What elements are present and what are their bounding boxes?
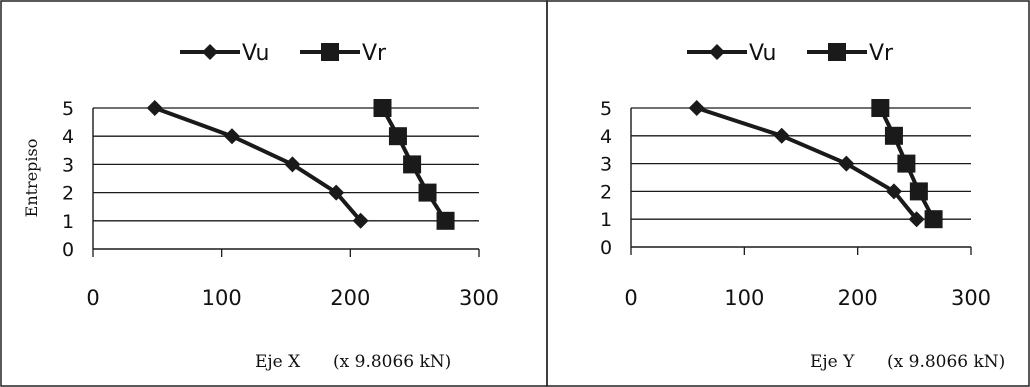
data-point-vu [688,100,705,116]
x-tick-label: 300 [459,286,499,310]
y-tick-label: 5 [600,98,612,120]
y-axis-label: Entrepiso [22,139,41,218]
y-tick-label: 2 [62,183,74,205]
data-point-vu [284,156,301,173]
legend-marker-vr [828,43,846,61]
data-point-vu [352,212,369,229]
x-tick-label: 200 [838,286,878,310]
y-tick-label: 3 [62,154,74,176]
data-point-vr [373,99,392,117]
y-tick-label: 3 [600,154,612,176]
y-tick-label: 0 [62,239,74,261]
y-tick-label: 1 [600,209,612,231]
data-point-vr [403,155,422,174]
legend-marker-vu [202,44,218,60]
x-tick-label: 100 [724,286,764,310]
data-point-vr [388,127,407,146]
x-tick-label: 0 [624,286,637,310]
legend-marker-vu [709,44,725,60]
chart-panel-y: 0 1 2 3 4 5 0 100 200 300 Vu Vr Eje Y (x 9.8066 kN… [546,0,1030,387]
y-tick-label: 4 [600,126,612,148]
data-point-vu [146,100,163,116]
data-point-vu [328,184,345,201]
data-point-vr [418,183,437,202]
data-point-vr [924,210,943,229]
x-axis-unit: (x 9.8066 kN) [333,352,451,372]
data-point-vu [223,128,240,145]
data-point-vr [897,154,916,173]
data-point-vr [884,126,903,145]
data-point-vu [885,183,902,200]
data-point-vr [871,99,890,117]
legend-label-vu: Vu [749,41,777,66]
legend-marker-vr [321,43,339,61]
data-point-vr [909,182,928,201]
x-tick-label: 0 [86,286,99,310]
y-tick-label: 2 [600,181,612,203]
data-point-vu [773,127,790,144]
data-point-vr [436,211,455,230]
x-tick-label: 200 [330,286,370,310]
x-tick-label: 300 [951,286,991,310]
x-tick-label: 100 [202,286,242,310]
legend-label-vr: Vr [362,41,387,66]
panel-border [0,0,548,387]
panel-border [546,0,1030,387]
x-axis-label: Eje Y [810,352,855,372]
y-tick-label: 5 [62,98,74,120]
x-axis-label: Eje X [255,352,301,372]
x-axis-unit: (x 9.8066 kN) [887,352,1005,372]
data-point-vu [838,155,855,172]
y-tick-label: 4 [62,126,74,148]
legend-label-vr: Vr [869,41,894,66]
y-tick-label: 0 [600,237,612,259]
y-tick-label: 1 [62,211,74,233]
chart-panel-x: 0 1 2 3 4 5 0 100 200 300 Vu Vr Eje X (x 9.8066 kN… [0,0,548,387]
data-point-vu [908,211,925,228]
legend-label-vu: Vu [242,41,270,66]
